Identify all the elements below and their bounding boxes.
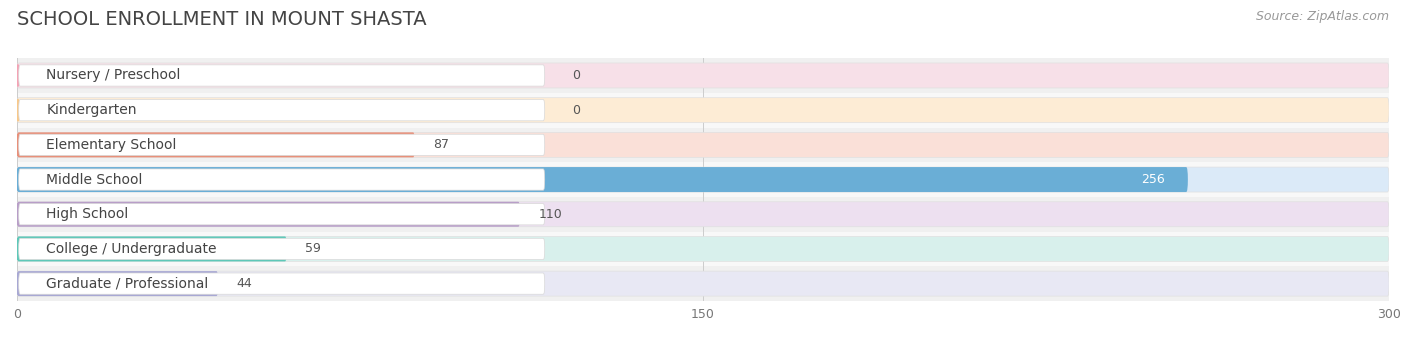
Text: Graduate / Professional: Graduate / Professional <box>46 277 208 291</box>
Text: Elementary School: Elementary School <box>46 138 177 152</box>
Circle shape <box>17 238 20 260</box>
Circle shape <box>17 134 20 156</box>
Circle shape <box>17 203 20 225</box>
FancyBboxPatch shape <box>18 238 544 260</box>
FancyBboxPatch shape <box>18 169 544 190</box>
Text: 0: 0 <box>572 69 581 82</box>
FancyBboxPatch shape <box>18 203 544 225</box>
FancyBboxPatch shape <box>17 132 1389 157</box>
Text: College / Undergraduate: College / Undergraduate <box>46 242 217 256</box>
FancyBboxPatch shape <box>17 167 1188 192</box>
FancyBboxPatch shape <box>18 273 544 294</box>
Circle shape <box>17 100 20 121</box>
FancyBboxPatch shape <box>17 236 1389 261</box>
FancyBboxPatch shape <box>17 132 415 157</box>
FancyBboxPatch shape <box>17 236 287 261</box>
Bar <box>17 128 1389 162</box>
Text: Middle School: Middle School <box>46 173 142 186</box>
FancyBboxPatch shape <box>18 100 544 121</box>
Text: 87: 87 <box>433 139 449 152</box>
Text: SCHOOL ENROLLMENT IN MOUNT SHASTA: SCHOOL ENROLLMENT IN MOUNT SHASTA <box>17 10 426 29</box>
Circle shape <box>17 169 20 190</box>
Text: Kindergarten: Kindergarten <box>46 103 136 117</box>
Text: 59: 59 <box>305 242 321 255</box>
Text: 256: 256 <box>1142 173 1166 186</box>
Bar <box>17 58 1389 93</box>
FancyBboxPatch shape <box>17 202 1389 227</box>
Circle shape <box>17 273 20 294</box>
FancyBboxPatch shape <box>17 63 1389 88</box>
FancyBboxPatch shape <box>17 271 1389 296</box>
Text: High School: High School <box>46 207 128 221</box>
Bar <box>17 93 1389 128</box>
Text: 0: 0 <box>572 104 581 117</box>
Bar <box>17 197 1389 232</box>
Bar <box>17 162 1389 197</box>
Text: 44: 44 <box>236 277 252 290</box>
Bar <box>17 232 1389 266</box>
Text: 110: 110 <box>538 208 562 221</box>
Circle shape <box>17 65 20 86</box>
FancyBboxPatch shape <box>17 271 218 296</box>
Text: Nursery / Preschool: Nursery / Preschool <box>46 68 180 82</box>
Bar <box>17 266 1389 301</box>
FancyBboxPatch shape <box>17 98 1389 123</box>
FancyBboxPatch shape <box>17 167 1389 192</box>
Text: Source: ZipAtlas.com: Source: ZipAtlas.com <box>1256 10 1389 23</box>
FancyBboxPatch shape <box>17 202 520 227</box>
FancyBboxPatch shape <box>18 65 544 86</box>
FancyBboxPatch shape <box>18 134 544 156</box>
